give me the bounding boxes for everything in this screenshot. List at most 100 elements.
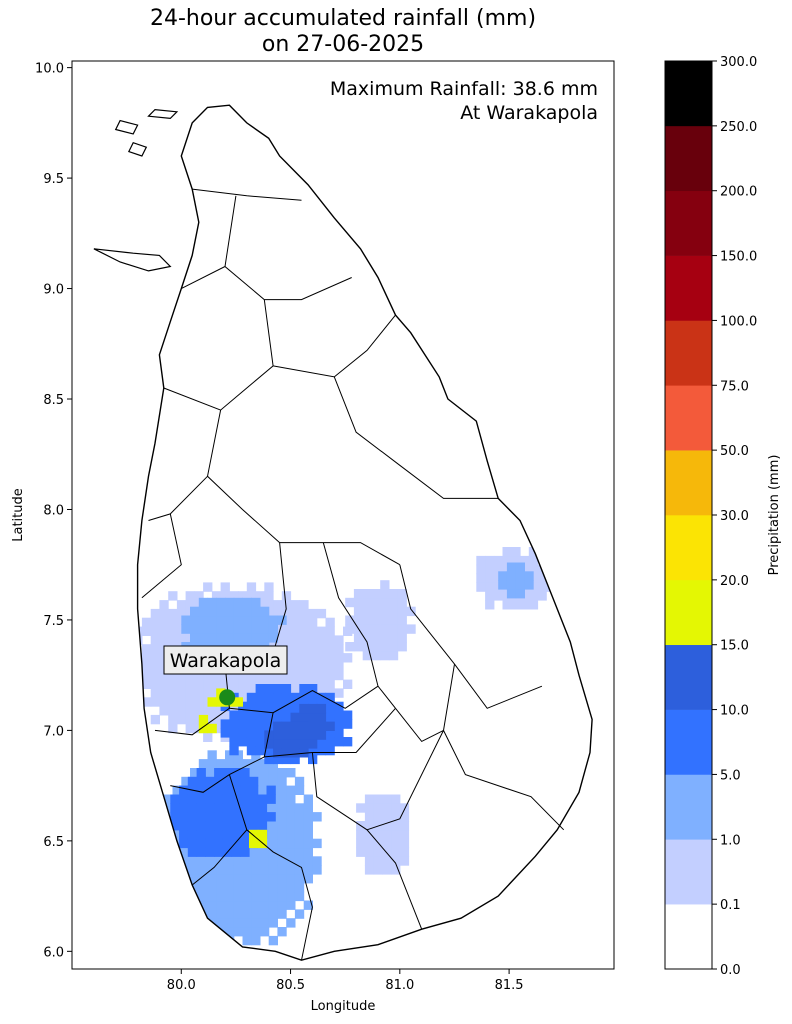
rain-cell [240, 776, 250, 787]
rain-cell [251, 891, 261, 902]
rain-cell [399, 856, 410, 866]
rain-cell [268, 615, 278, 625]
rain-cell [290, 653, 300, 663]
rain-cell [316, 737, 327, 747]
rain-cell [233, 615, 243, 625]
rain-cell [485, 555, 495, 566]
rain-cell [198, 882, 209, 893]
rain-cell [225, 856, 235, 866]
rain-cell [233, 697, 243, 707]
rain-cell [277, 829, 287, 840]
rain-cell [316, 626, 327, 636]
rain-cell [290, 739, 300, 749]
rain-cell [373, 812, 383, 822]
rain-cell [179, 785, 189, 795]
rain-cell [260, 900, 270, 910]
rain-cell [255, 728, 265, 738]
rain-cell [257, 829, 268, 840]
rain-cell [362, 633, 372, 643]
rain-cell [325, 728, 335, 738]
rain-cell [388, 589, 399, 599]
rain-cell [364, 865, 375, 875]
rain-cell [397, 615, 407, 625]
rain-cell [290, 600, 300, 610]
rain-cell [308, 608, 318, 619]
rain-cell [373, 794, 383, 804]
rain-cell [222, 821, 233, 831]
rain-cell [170, 794, 180, 804]
rain-cell [257, 812, 268, 822]
rain-cell [334, 719, 344, 729]
colorbar-segment [665, 709, 712, 775]
rain-cell [240, 768, 250, 778]
rain-cell [264, 745, 274, 756]
rain-cell [257, 821, 268, 831]
rain-cell [251, 768, 261, 778]
district-boundary [442, 664, 565, 831]
rain-cell [168, 697, 178, 707]
rain-cell [168, 679, 178, 689]
station-label-box: Warakapola [163, 645, 288, 675]
district-boundary [366, 730, 444, 831]
rain-cell [181, 847, 191, 857]
rain-cell [159, 706, 169, 716]
rain-cell [225, 865, 235, 875]
rain-cell [290, 661, 300, 672]
rain-cell [251, 935, 261, 946]
rain-cell [196, 812, 206, 822]
rain-cell [268, 838, 278, 849]
rain-cell [150, 714, 160, 725]
rain-cell [207, 633, 217, 643]
rain-cell [203, 732, 213, 742]
station-label: Warakapola [170, 650, 282, 672]
rain-cell [238, 719, 248, 729]
rain-cell [190, 615, 200, 625]
rain-cell [506, 580, 517, 590]
colorbar-segment [665, 839, 712, 905]
rain-cell [198, 624, 209, 634]
district-boundary [191, 829, 248, 886]
rain-cell [343, 737, 353, 747]
rain-cell [190, 856, 200, 866]
rain-cell [493, 591, 504, 601]
rain-cell [211, 591, 222, 601]
rain-cell [216, 759, 226, 769]
rain-cell [312, 838, 322, 849]
rain-cell [524, 580, 534, 590]
rain-cell [362, 597, 372, 608]
rain-cell [334, 653, 344, 663]
rain-cell [268, 891, 278, 902]
rain-cell [325, 661, 335, 672]
rain-cell [220, 719, 230, 729]
rain-cell [264, 701, 274, 712]
rain-cell [388, 650, 399, 661]
rain-cell [176, 697, 187, 707]
rain-cell [179, 821, 189, 831]
rain-cell [159, 608, 169, 619]
rain-cell [362, 589, 372, 599]
rain-cell [294, 882, 305, 893]
district-boundary [163, 299, 274, 411]
rain-cell [249, 829, 259, 840]
rain-cell [185, 600, 195, 610]
rain-cell [246, 670, 257, 681]
rain-cell [176, 608, 187, 619]
rain-cell [308, 730, 318, 740]
rain-cell [303, 803, 313, 813]
rain-cell [380, 580, 390, 590]
rain-cell [397, 642, 407, 652]
rain-cell [316, 644, 327, 654]
rain-cell [299, 617, 309, 628]
rain-cell [242, 633, 252, 643]
rain-cell [316, 679, 327, 689]
rain-cell [334, 688, 344, 698]
rain-cell [281, 692, 292, 703]
rain-cell [356, 829, 366, 840]
rain-cell [362, 615, 372, 625]
rain-cell [264, 670, 274, 681]
rain-cell [159, 688, 169, 698]
rain-cell [137, 626, 143, 636]
colorbar [665, 61, 712, 970]
colorbar-segment [665, 255, 712, 321]
rain-cell [249, 785, 259, 795]
